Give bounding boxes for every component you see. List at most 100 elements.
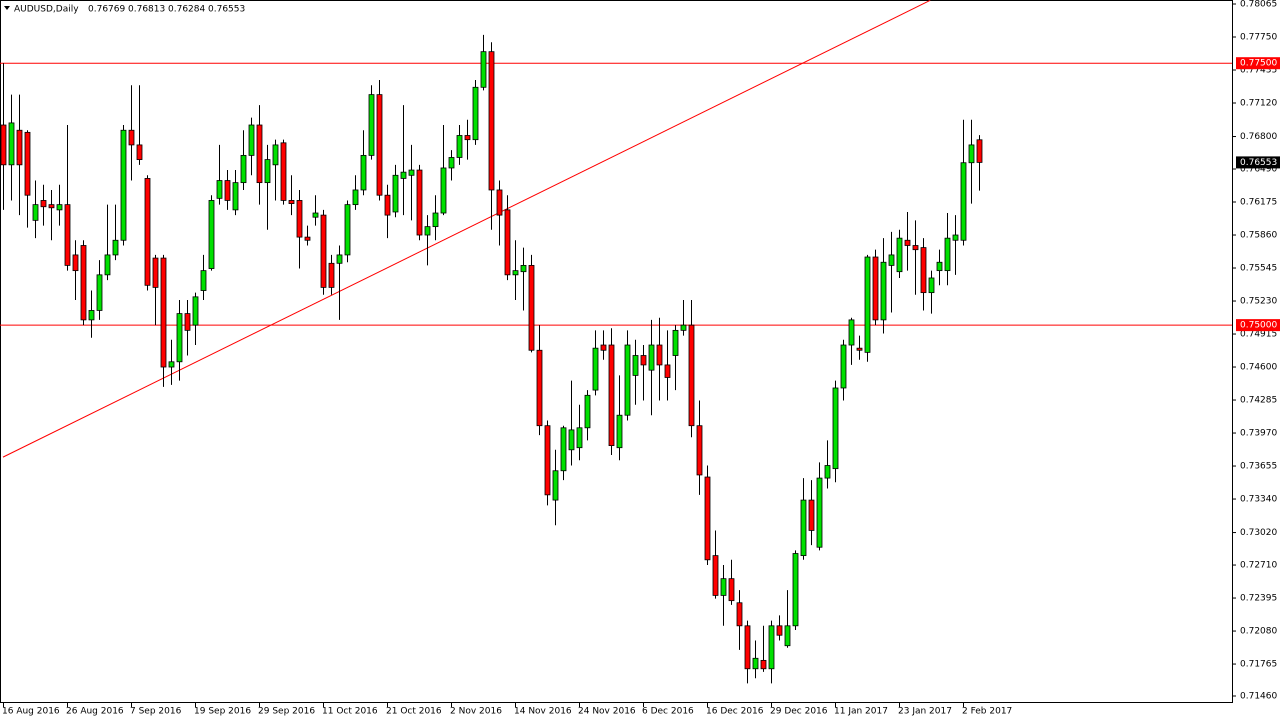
candle-body xyxy=(552,470,559,501)
x-tick-label: 16 Aug 2016 xyxy=(2,707,60,717)
candle-body xyxy=(400,171,407,179)
candle-body xyxy=(464,135,471,141)
candle-body xyxy=(496,189,503,216)
candle-body xyxy=(952,234,959,241)
candle-body xyxy=(0,124,7,166)
candle-body xyxy=(168,361,175,368)
candle-body xyxy=(872,256,879,321)
x-tick-label: 19 Sep 2016 xyxy=(194,707,251,717)
candle-body xyxy=(648,344,655,371)
candle-body xyxy=(800,499,807,557)
candle-body xyxy=(224,180,231,201)
menu-triangle xyxy=(4,6,10,10)
candle-body xyxy=(744,625,751,670)
trendline xyxy=(2,0,931,458)
y-tick-label: 0.72395 xyxy=(1240,594,1277,604)
candle-body xyxy=(920,247,927,294)
x-tick-label: 2 Feb 2017 xyxy=(962,707,1012,717)
candle-body xyxy=(88,310,95,321)
y-tick-label: 0.72710 xyxy=(1240,561,1277,571)
x-tick-label: 11 Oct 2016 xyxy=(322,707,378,717)
candle-body xyxy=(136,144,143,160)
candle-body xyxy=(832,387,839,470)
candle-body xyxy=(432,212,439,228)
candle-body xyxy=(352,189,359,206)
candle-body xyxy=(448,157,455,169)
x-tick-label: 29 Sep 2016 xyxy=(258,707,315,717)
candle-body xyxy=(944,237,951,272)
candle-body xyxy=(968,144,975,164)
y-tick-label: 0.73970 xyxy=(1240,429,1277,439)
level-box xyxy=(1236,319,1280,332)
candle-body xyxy=(24,131,31,196)
candle-body xyxy=(640,355,647,366)
candle-body xyxy=(104,254,111,276)
candle-body xyxy=(928,277,935,294)
candle-body xyxy=(328,262,335,288)
candle-body xyxy=(504,209,511,276)
candle-body xyxy=(296,200,303,238)
candle-body xyxy=(440,167,447,214)
price-label: 0.76553 xyxy=(1240,158,1277,168)
candle-body xyxy=(680,324,687,331)
header-ohlc-value: 0.76553 xyxy=(208,5,245,15)
candle-body xyxy=(384,194,391,216)
candle-body xyxy=(416,169,423,236)
candle-body xyxy=(864,256,871,353)
y-tick-label: 0.75230 xyxy=(1240,297,1277,307)
candle-body xyxy=(600,344,607,351)
candle-body xyxy=(72,254,79,272)
candle-body xyxy=(312,212,319,218)
candle-body xyxy=(808,499,815,531)
candle-body xyxy=(768,625,775,670)
y-tick-label: 0.74285 xyxy=(1240,396,1277,406)
x-tick-label: 7 Sep 2016 xyxy=(130,707,182,717)
candle-body xyxy=(336,254,343,264)
candle-body xyxy=(216,180,223,199)
candle-body xyxy=(344,204,351,256)
y-tick-label: 0.75545 xyxy=(1240,264,1277,274)
level-label: 0.77500 xyxy=(1240,59,1277,69)
candle-body xyxy=(184,313,191,331)
candle-body xyxy=(976,139,983,163)
price-box xyxy=(1236,156,1280,169)
y-tick-label: 0.74915 xyxy=(1240,330,1277,340)
y-tick-label: 0.73340 xyxy=(1240,495,1277,505)
candle-body xyxy=(120,129,127,241)
candle-body xyxy=(536,349,543,427)
candle-body xyxy=(96,274,103,311)
candle-body xyxy=(528,264,535,351)
candle-body xyxy=(376,94,383,196)
candle-body xyxy=(512,270,519,276)
candle-body xyxy=(208,200,215,269)
header-ohlc-value: 0.76813 xyxy=(128,5,165,15)
candle-body xyxy=(128,129,135,146)
candle-body xyxy=(608,344,615,447)
candle-body xyxy=(176,313,183,363)
candle-body xyxy=(480,51,487,88)
candle-body xyxy=(616,414,623,449)
y-tick-label: 0.71765 xyxy=(1240,660,1277,670)
candle-body xyxy=(112,239,119,256)
candle-body xyxy=(936,261,943,272)
header-ohlc-value: 0.76284 xyxy=(168,5,205,15)
candle-body xyxy=(456,135,463,158)
y-tick-label: 0.77435 xyxy=(1240,66,1277,76)
candle-body xyxy=(584,394,591,429)
candle-body xyxy=(792,553,799,627)
candle-body xyxy=(704,476,711,561)
candle-body xyxy=(272,144,279,166)
chart-title: AUDUSD,Daily xyxy=(14,5,79,15)
candle-body xyxy=(624,344,631,416)
candle-body xyxy=(736,602,743,627)
candle-body xyxy=(16,129,23,166)
candle-body xyxy=(856,347,863,351)
candle-body xyxy=(784,625,791,647)
candle-body xyxy=(392,174,399,213)
x-tick-label: 24 Nov 2016 xyxy=(578,707,636,717)
x-tick-label: 11 Jan 2017 xyxy=(834,707,888,717)
x-tick-label: 23 Jan 2017 xyxy=(898,707,952,717)
